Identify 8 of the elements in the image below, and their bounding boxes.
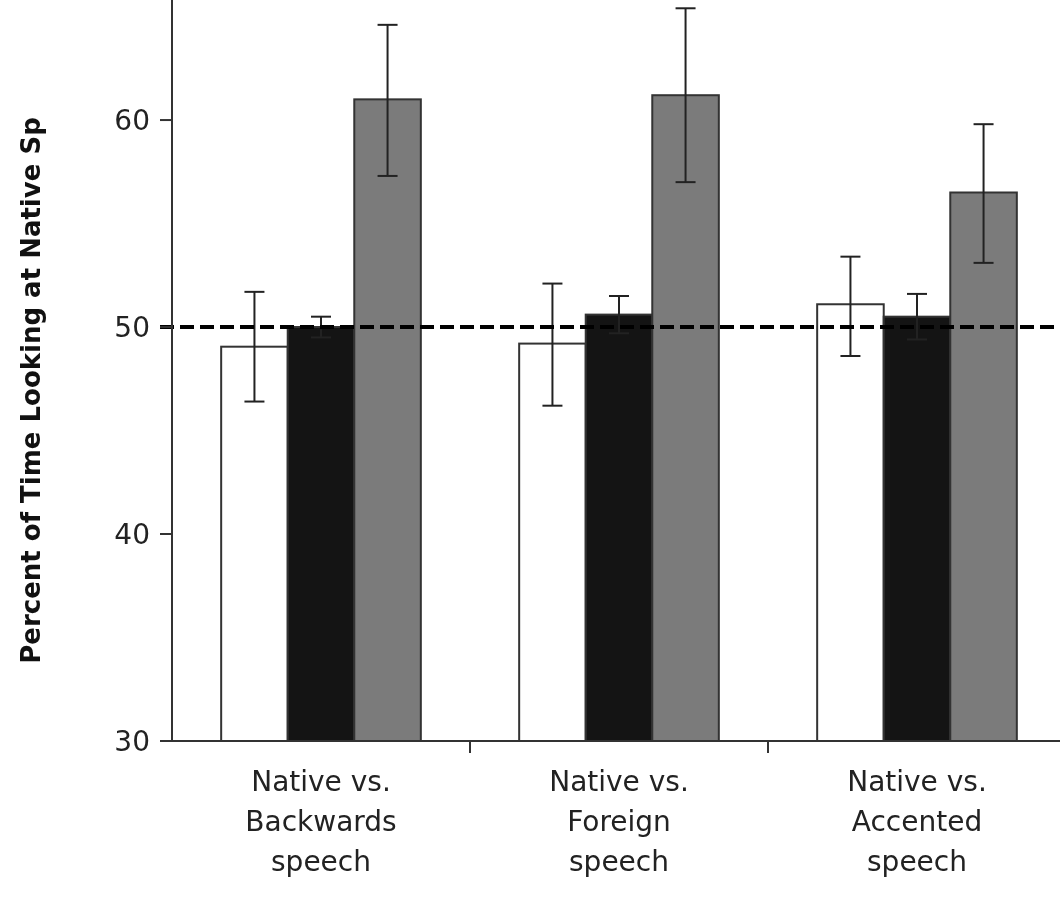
y-tick-label: 50 <box>114 310 150 344</box>
y-tick-label: 40 <box>114 517 150 551</box>
y-tick-label: 30 <box>114 724 150 758</box>
x-tick-label: Native vs. Foreign speech <box>549 765 689 878</box>
y-axis-title: Percent of Time Looking at Native Sp <box>16 117 46 664</box>
x-tick-label: Native vs. Backwards speech <box>245 765 397 878</box>
x-tick-label: Native vs. Accented speech <box>847 765 987 878</box>
y-tick-label: 60 <box>114 103 150 137</box>
